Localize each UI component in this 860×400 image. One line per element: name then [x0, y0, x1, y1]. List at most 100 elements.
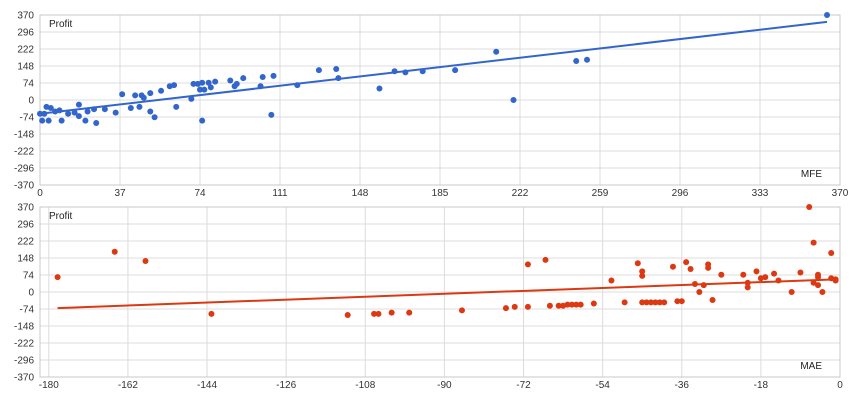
data-point[interactable] — [233, 80, 240, 87]
data-point[interactable] — [111, 248, 118, 255]
data-point[interactable] — [65, 110, 72, 117]
data-point[interactable] — [696, 289, 703, 295]
data-point[interactable] — [333, 65, 340, 72]
data-point[interactable] — [188, 95, 195, 102]
data-point[interactable] — [669, 263, 676, 270]
data-point[interactable] — [58, 117, 65, 124]
data-point[interactable] — [775, 277, 782, 284]
data-point[interactable] — [315, 67, 322, 74]
data-point[interactable] — [687, 266, 694, 273]
data-point[interactable] — [212, 78, 219, 85]
data-point[interactable] — [132, 92, 139, 99]
data-point[interactable] — [524, 303, 531, 310]
data-point[interactable] — [371, 310, 378, 317]
data-point[interactable] — [268, 111, 275, 118]
data-point[interactable] — [56, 107, 63, 114]
data-point[interactable] — [190, 80, 197, 87]
data-point[interactable] — [259, 74, 266, 81]
data-point[interactable] — [824, 12, 831, 18]
data-point[interactable] — [344, 311, 351, 318]
data-point[interactable] — [388, 309, 395, 316]
data-point[interactable] — [199, 117, 206, 124]
data-point[interactable] — [71, 109, 78, 116]
data-point[interactable] — [201, 86, 208, 93]
data-point[interactable] — [173, 103, 180, 110]
data-point[interactable] — [639, 299, 646, 306]
data-point[interactable] — [142, 257, 149, 264]
data-point[interactable] — [294, 82, 301, 89]
data-point[interactable] — [45, 117, 52, 124]
data-point[interactable] — [93, 119, 100, 126]
data-point[interactable] — [419, 68, 426, 75]
data-point[interactable] — [240, 75, 247, 82]
data-point[interactable] — [171, 82, 178, 89]
data-point[interactable] — [84, 108, 91, 115]
data-point[interactable] — [762, 274, 769, 281]
data-point[interactable] — [147, 108, 154, 115]
data-point[interactable] — [41, 110, 48, 117]
data-point[interactable] — [634, 260, 641, 267]
data-point[interactable] — [199, 79, 206, 86]
data-point[interactable] — [584, 56, 591, 63]
data-point[interactable] — [546, 302, 553, 309]
data-point[interactable] — [54, 274, 61, 281]
data-point[interactable] — [502, 305, 509, 312]
data-point[interactable] — [652, 299, 659, 306]
data-point[interactable] — [639, 268, 646, 275]
data-point[interactable] — [788, 289, 795, 295]
data-point[interactable] — [621, 299, 628, 306]
data-point[interactable] — [406, 309, 413, 316]
data-point[interactable] — [815, 282, 822, 289]
data-point[interactable] — [674, 298, 681, 305]
data-point[interactable] — [140, 94, 147, 101]
data-point[interactable] — [564, 301, 571, 308]
data-point[interactable] — [112, 109, 119, 116]
data-point[interactable] — [832, 277, 839, 284]
data-point[interactable] — [101, 106, 108, 113]
data-point[interactable] — [207, 84, 214, 91]
data-point[interactable] — [208, 310, 215, 317]
data-point[interactable] — [147, 90, 154, 97]
data-point[interactable] — [151, 114, 158, 121]
data-point[interactable] — [647, 299, 654, 306]
data-point[interactable] — [452, 67, 459, 74]
data-point[interactable] — [37, 110, 43, 117]
data-point[interactable] — [375, 310, 382, 317]
data-point[interactable] — [744, 284, 751, 291]
data-point[interactable] — [753, 268, 760, 275]
data-point[interactable] — [590, 300, 597, 307]
data-point[interactable] — [744, 279, 751, 286]
data-point[interactable] — [806, 204, 813, 210]
data-point[interactable] — [270, 72, 277, 79]
data-point[interactable] — [82, 117, 89, 124]
data-point[interactable] — [568, 301, 575, 308]
data-point[interactable] — [573, 57, 580, 64]
data-point[interactable] — [493, 48, 500, 55]
data-point[interactable] — [227, 77, 234, 84]
data-point[interactable] — [158, 87, 165, 94]
data-point[interactable] — [740, 271, 747, 278]
data-point[interactable] — [810, 279, 817, 286]
data-point[interactable] — [661, 299, 668, 306]
data-point[interactable] — [524, 261, 531, 268]
data-point[interactable] — [542, 256, 549, 263]
data-point[interactable] — [458, 307, 465, 314]
data-point[interactable] — [197, 86, 203, 93]
data-point[interactable] — [511, 303, 518, 310]
data-point[interactable] — [700, 282, 707, 289]
data-point[interactable] — [705, 264, 712, 271]
data-point[interactable] — [815, 274, 822, 281]
data-point[interactable] — [75, 113, 82, 120]
data-point[interactable] — [828, 249, 835, 256]
data-point[interactable] — [39, 117, 46, 124]
data-point[interactable] — [771, 270, 778, 277]
data-point[interactable] — [136, 103, 143, 110]
data-point[interactable] — [555, 302, 562, 309]
data-point[interactable] — [678, 298, 685, 305]
data-point[interactable] — [643, 299, 650, 306]
data-point[interactable] — [402, 69, 409, 76]
data-point[interactable] — [819, 289, 826, 295]
data-point[interactable] — [691, 280, 698, 287]
data-point[interactable] — [335, 75, 342, 82]
data-point[interactable] — [656, 299, 663, 306]
